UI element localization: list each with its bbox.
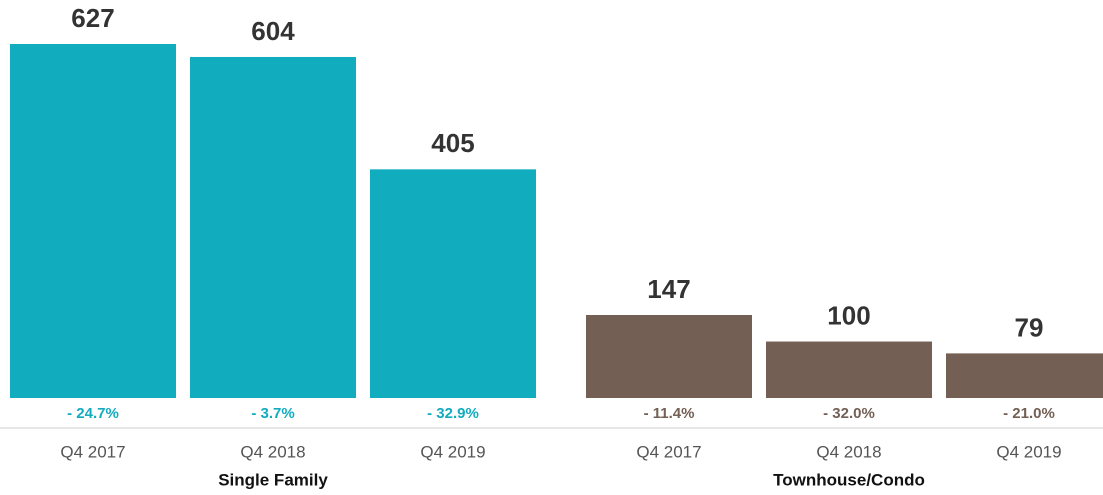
x-tick-label: Q4 2019 <box>996 442 1061 461</box>
bar <box>586 315 752 398</box>
change-label: - 11.4% <box>644 405 695 422</box>
change-label: - 24.7% <box>67 405 119 422</box>
value-label: 147 <box>647 274 690 304</box>
change-label: - 21.0% <box>1003 405 1055 422</box>
bar <box>10 43 176 399</box>
group-label: Townhouse/Condo <box>773 470 925 489</box>
group-label: Single Family <box>218 470 328 489</box>
value-label: 100 <box>827 300 870 330</box>
bar <box>766 341 932 398</box>
change-label: - 3.7% <box>251 405 294 422</box>
value-label: 604 <box>251 16 295 46</box>
value-label: 405 <box>431 128 474 158</box>
bar <box>190 56 356 399</box>
x-tick-label: Q4 2018 <box>240 442 305 461</box>
value-label: 627 <box>71 3 114 33</box>
bar <box>370 169 536 398</box>
value-label: 79 <box>1015 312 1044 342</box>
change-label: - 32.9% <box>427 405 479 422</box>
x-tick-label: Q4 2017 <box>636 442 701 461</box>
bar <box>946 353 1103 398</box>
x-tick-label: Q4 2018 <box>816 442 881 461</box>
x-tick-label: Q4 2017 <box>60 442 125 461</box>
x-tick-label: Q4 2019 <box>420 442 485 461</box>
change-label: - 32.0% <box>823 405 875 422</box>
